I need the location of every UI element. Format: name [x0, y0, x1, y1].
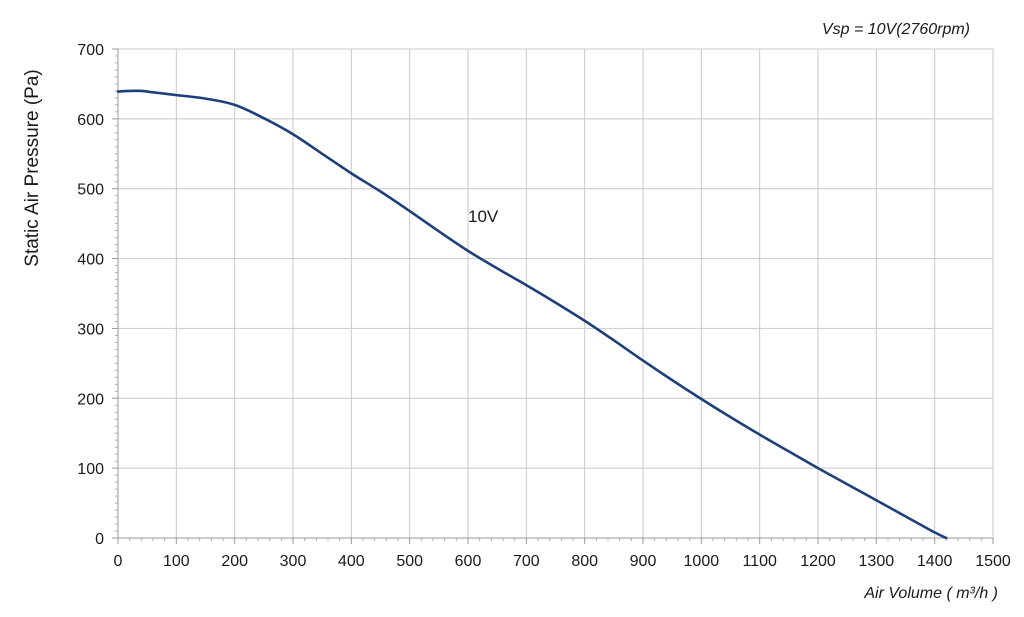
- x-tick-label: 600: [455, 553, 482, 570]
- chart-subtitle: Vsp = 10V(2760rpm): [822, 21, 970, 38]
- y-tick-label: 100: [77, 461, 104, 478]
- y-tick-label: 500: [77, 182, 104, 199]
- x-tick-label: 100: [163, 553, 190, 570]
- x-tick-label: 1200: [800, 553, 836, 570]
- x-axis-title: Air Volume ( m³/h ): [863, 585, 998, 602]
- x-tick-label: 700: [513, 553, 540, 570]
- annotation-layer: 10V: [468, 207, 499, 226]
- y-tick-label: 700: [77, 42, 104, 59]
- x-tick-label: 400: [338, 553, 365, 570]
- x-tick-label: 1000: [684, 553, 720, 570]
- x-tick-label: 800: [571, 553, 598, 570]
- y-tick-label: 200: [77, 391, 104, 408]
- x-tick-label: 1300: [859, 553, 895, 570]
- x-tick-label: 0: [114, 553, 123, 570]
- series-line-10v: [116, 89, 948, 540]
- chart-grid: [118, 48, 994, 538]
- x-tick-label: 200: [221, 553, 248, 570]
- y-tick-label: 0: [95, 531, 104, 548]
- x-tick-label: 1500: [975, 553, 1011, 570]
- y-tick-labels: 0 100 200 300 400 500 600 700: [77, 42, 104, 548]
- x-tick-label: 300: [280, 553, 307, 570]
- series-layer: [116, 89, 948, 540]
- y-tick-label: 600: [77, 112, 104, 129]
- x-tick-label: 900: [630, 553, 657, 570]
- y-axis-title: Static Air Pressure (Pa): [22, 69, 43, 266]
- x-tick-label: 1100: [742, 553, 777, 570]
- chart-axes: [112, 48, 994, 544]
- x-tick-label: 500: [396, 553, 423, 570]
- y-tick-label: 400: [77, 252, 104, 269]
- series-annotation: 10V: [468, 207, 499, 226]
- y-tick-label: 300: [77, 321, 104, 338]
- x-tick-labels: 0 100 200 300 400 500 600 700 800 900 1000 1100 1200…: [114, 553, 1011, 570]
- x-tick-label: 1400: [917, 553, 953, 570]
